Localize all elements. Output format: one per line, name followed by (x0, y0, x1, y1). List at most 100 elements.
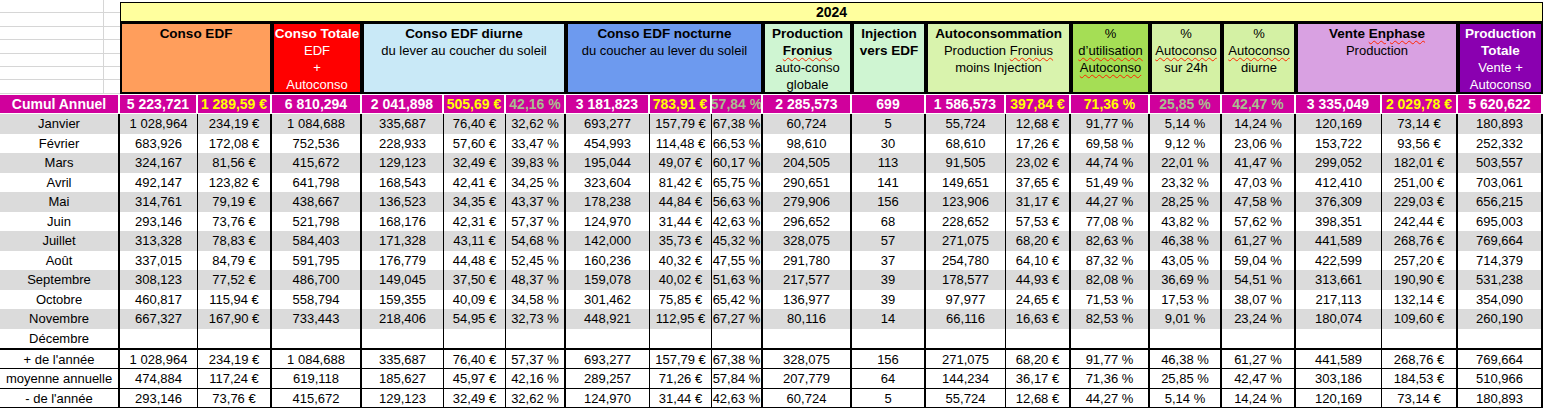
value-cell[interactable]: 73,14 € (1382, 114, 1458, 134)
value-cell[interactable]: 5 (852, 114, 926, 134)
value-cell[interactable]: 82,53 % (1071, 309, 1150, 329)
value-cell[interactable]: 308,123 (120, 270, 198, 290)
value-cell[interactable]: 34,58 % (506, 290, 566, 310)
value-cell[interactable]: 2 285,573 (763, 94, 852, 114)
value-cell[interactable]: 1 084,688 (272, 114, 362, 134)
value-cell[interactable]: 40,09 € (444, 290, 506, 310)
value-cell[interactable] (1458, 329, 1543, 349)
value-cell[interactable]: 93,56 € (1382, 134, 1458, 154)
value-cell[interactable]: 45,97 € (444, 369, 506, 388)
value-cell[interactable]: 97,977 (926, 290, 1006, 310)
value-cell[interactable]: 293,146 (120, 389, 198, 407)
value-cell[interactable]: 141 (852, 173, 926, 193)
value-cell[interactable]: 71,36 % (1071, 369, 1150, 388)
value-cell[interactable]: 44,48 € (444, 251, 506, 271)
value-cell[interactable]: 66,116 (926, 309, 1006, 329)
value-cell[interactable]: 61,27 % (1222, 231, 1296, 251)
value-cell[interactable]: 47,55 % (712, 251, 763, 271)
value-cell[interactable]: 115,94 € (198, 290, 272, 310)
header-pct-autoconso-diurne[interactable]: %Autoconsodiurne (1222, 22, 1296, 94)
row-label[interactable]: Novembre (0, 309, 120, 329)
value-cell[interactable]: 47,58 % (1222, 192, 1296, 212)
value-cell[interactable]: 260,190 (1458, 309, 1543, 329)
value-cell[interactable]: 44,27 % (1071, 389, 1150, 407)
value-cell[interactable]: 271,075 (926, 231, 1006, 251)
value-cell[interactable]: 67,27 % (712, 309, 763, 329)
value-cell[interactable]: 42,16 % (506, 369, 566, 388)
value-cell[interactable]: 503,557 (1458, 153, 1543, 173)
value-cell[interactable]: 301,462 (566, 290, 650, 310)
value-cell[interactable]: 323,604 (566, 173, 650, 193)
value-cell[interactable]: 36,17 € (1006, 369, 1071, 388)
value-cell[interactable]: 23,32 % (1150, 173, 1222, 193)
value-cell[interactable]: 33,47 % (506, 134, 566, 154)
value-cell[interactable]: 41,47 % (1222, 153, 1296, 173)
value-cell[interactable]: 65,75 % (712, 173, 763, 193)
value-cell[interactable]: 16,63 € (1006, 309, 1071, 329)
value-cell[interactable]: 5,14 % (1150, 114, 1222, 134)
value-cell[interactable]: 113 (852, 153, 926, 173)
value-cell[interactable]: 769,664 (1458, 231, 1543, 251)
value-cell[interactable]: 521,798 (272, 212, 362, 232)
value-cell[interactable]: 1 028,964 (120, 114, 198, 134)
value-cell[interactable]: 180,893 (1458, 114, 1543, 134)
value-cell[interactable] (763, 329, 852, 349)
value-cell[interactable]: 441,589 (1296, 231, 1382, 251)
value-cell[interactable]: 57,53 € (1006, 212, 1071, 232)
value-cell[interactable]: 24,65 € (1006, 290, 1071, 310)
value-cell[interactable]: 398,351 (1296, 212, 1382, 232)
value-cell[interactable]: 25,85 % (1150, 94, 1222, 114)
value-cell[interactable]: 71,36 % (1071, 94, 1150, 114)
value-cell[interactable]: 217,113 (1296, 290, 1382, 310)
value-cell[interactable]: 87,32 % (1071, 251, 1150, 271)
value-cell[interactable]: 57,84 % (712, 369, 763, 388)
value-cell[interactable]: 84,79 € (198, 251, 272, 271)
value-cell[interactable]: 14,24 % (1222, 114, 1296, 134)
value-cell[interactable]: 289,257 (566, 369, 650, 388)
value-cell[interactable]: 129,123 (362, 389, 444, 407)
value-cell[interactable]: 77,08 % (1071, 212, 1150, 232)
value-cell[interactable]: 268,76 € (1382, 231, 1458, 251)
row-label[interactable]: Juillet (0, 231, 120, 251)
value-cell[interactable]: 65,42 % (712, 290, 763, 310)
value-cell[interactable]: 415,672 (272, 153, 362, 173)
value-cell[interactable]: 46,38 % (1150, 231, 1222, 251)
value-cell[interactable]: 242,44 € (1382, 212, 1458, 232)
value-cell[interactable]: 68,20 € (1006, 350, 1071, 368)
value-cell[interactable]: 36,69 % (1150, 270, 1222, 290)
value-cell[interactable]: 448,921 (566, 309, 650, 329)
value-cell[interactable]: 229,03 € (1382, 192, 1458, 212)
value-cell[interactable]: 769,664 (1458, 350, 1543, 368)
value-cell[interactable]: 296,652 (763, 212, 852, 232)
value-cell[interactable]: 257,20 € (1382, 251, 1458, 271)
value-cell[interactable]: 37,50 € (444, 270, 506, 290)
value-cell[interactable]: 204,505 (763, 153, 852, 173)
value-cell[interactable]: 61,27 % (1222, 350, 1296, 368)
value-cell[interactable]: 42,16 % (506, 94, 566, 114)
value-cell[interactable]: 783,91 € (650, 94, 712, 114)
row-label[interactable]: Mai (0, 192, 120, 212)
value-cell[interactable]: 180,074 (1296, 309, 1382, 329)
row-label[interactable]: Décembre (0, 329, 120, 349)
value-cell[interactable]: 441,589 (1296, 350, 1382, 368)
value-cell[interactable]: 422,599 (1296, 251, 1382, 271)
value-cell[interactable]: 142,000 (566, 231, 650, 251)
value-cell[interactable]: 42,47 % (1222, 369, 1296, 388)
value-cell[interactable]: 5 223,721 (120, 94, 198, 114)
value-cell[interactable]: 1 028,964 (120, 350, 198, 368)
value-cell[interactable]: 80,116 (763, 309, 852, 329)
value-cell[interactable]: 23,06 % (1222, 134, 1296, 154)
value-cell[interactable]: 268,76 € (1382, 350, 1458, 368)
header-conso-edf-diurne[interactable]: Conso EDF diurnedu lever au coucher du s… (362, 22, 566, 94)
value-cell[interactable]: 34,35 € (444, 192, 506, 212)
value-cell[interactable]: 412,410 (1296, 173, 1382, 193)
value-cell[interactable]: 42,63 % (712, 389, 763, 407)
value-cell[interactable]: 254,780 (926, 251, 1006, 271)
value-cell[interactable]: 91,505 (926, 153, 1006, 173)
value-cell[interactable]: 337,015 (120, 251, 198, 271)
value-cell[interactable]: 42,41 € (444, 173, 506, 193)
value-cell[interactable]: 71,53 % (1071, 290, 1150, 310)
value-cell[interactable]: 178,238 (566, 192, 650, 212)
value-cell[interactable]: 486,700 (272, 270, 362, 290)
value-cell[interactable]: 159,078 (566, 270, 650, 290)
